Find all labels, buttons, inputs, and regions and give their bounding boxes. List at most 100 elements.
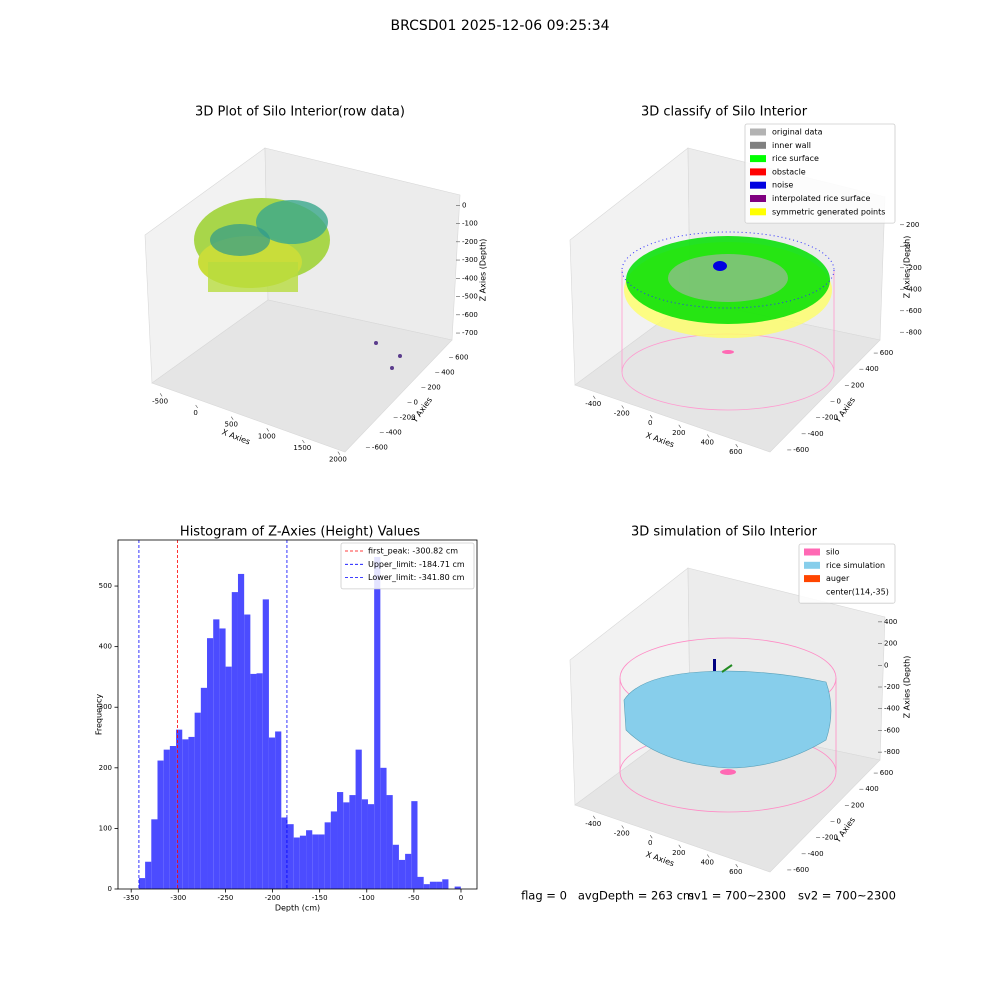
y-tick-label: 600: [880, 349, 893, 357]
x-tick-label: 1500: [293, 444, 311, 452]
x-tick-label: 2000: [329, 456, 347, 464]
x-tick-label: 600: [729, 448, 742, 456]
y-tick-label: -200: [822, 414, 838, 422]
legend-label: Upper_limit: -184.71 cm: [368, 560, 465, 569]
y-tick-label: 200: [851, 801, 864, 809]
z-tick-label: -700: [462, 329, 478, 337]
x-axis-label: Depth (cm): [275, 904, 320, 913]
histogram-bar: [318, 834, 325, 889]
x-tick: [266, 428, 270, 432]
histogram-bar: [244, 614, 251, 889]
histogram-bar: [213, 619, 220, 889]
histogram-bar: [411, 801, 418, 889]
x-tick-label: -300: [170, 894, 186, 902]
histogram-bar: [225, 666, 232, 889]
histogram-bar: [231, 592, 238, 889]
point-cloud-1: [194, 198, 402, 370]
histogram-bar: [306, 830, 313, 889]
x-tick-label: 400: [701, 859, 714, 867]
histogram-bar: [287, 824, 294, 889]
histogram-bar: [163, 749, 170, 889]
legend-label: rice surface: [772, 154, 819, 163]
figure-title: BRCSD01 2025-12-06 09:25:34: [390, 18, 609, 34]
y-tick-label: 0: [837, 818, 841, 826]
x-tick-label: 200: [672, 849, 685, 857]
z-tick-label: -600: [462, 311, 478, 319]
x-axis-label: X Axies: [645, 850, 676, 869]
histogram-bar: [138, 878, 146, 889]
panel-title: 3D classify of Silo Interior: [641, 105, 808, 120]
histogram-bar: [182, 739, 189, 889]
histogram-bar: [188, 736, 195, 889]
x-tick-label: 600: [729, 868, 742, 876]
histogram-bar: [281, 817, 288, 889]
z-tick-label: 200: [884, 640, 897, 648]
y-tick-label: 100: [99, 824, 112, 832]
histogram-bar: [145, 861, 152, 889]
legend-patch: [750, 128, 766, 136]
x-tick-label: -400: [585, 400, 601, 408]
y-tick-label: 200: [99, 764, 112, 772]
histogram-bar: [312, 834, 319, 889]
z-tick-label: -800: [884, 748, 900, 756]
x-tick-label: 400: [701, 439, 714, 447]
status-text: sv1 = 700~2300: [688, 889, 786, 903]
legend-patch: [804, 561, 820, 569]
z-tick-label: 0: [906, 242, 910, 250]
legend-patch: [804, 575, 820, 583]
histogram-bar: [324, 822, 331, 889]
histogram-bar: [219, 628, 226, 889]
histogram-bar: [405, 853, 412, 889]
x-tick-label: -50: [408, 894, 419, 902]
legend-patch: [750, 195, 766, 202]
x-axis-label: X Axies: [221, 428, 252, 447]
x-tick: [707, 434, 710, 438]
y-tick-label: 0: [837, 398, 841, 406]
x-tick: [621, 825, 624, 829]
legend-box: [798, 543, 896, 604]
z-tick-label: -400: [884, 705, 900, 713]
histogram-bar: [330, 811, 338, 889]
histogram-bar: [423, 884, 430, 889]
histogram-bar: [169, 746, 177, 889]
y-tick-label: -600: [793, 446, 809, 454]
x-tick-label: 0: [648, 839, 652, 847]
histogram-bar: [429, 881, 437, 889]
x-tick: [735, 444, 738, 448]
x-tick-label: -500: [152, 397, 168, 405]
z-tick-label: -200: [462, 238, 478, 246]
simulated-silo: [619, 637, 837, 813]
y-tick-label: -600: [372, 444, 388, 452]
x-tick-label: -200: [614, 830, 630, 838]
z-axis-label: Z Axies (Depth): [903, 236, 912, 299]
z-axis-label: Z Axies (Depth): [479, 239, 488, 302]
histogram-bar: [374, 556, 381, 889]
legend-label: symmetric generated points: [772, 207, 885, 216]
legend-label: auger: [826, 574, 850, 583]
x-tick-label: 0: [648, 419, 652, 427]
x-tick: [230, 416, 234, 420]
x-tick: [159, 393, 163, 397]
panel-title: Histogram of Z-Axies (Height) Values: [180, 525, 420, 540]
z-tick-label: -400: [462, 274, 478, 282]
legend-patch: [750, 181, 766, 189]
histogram-bar: [337, 792, 344, 889]
panel-title: 3D Plot of Silo Interior(row data): [195, 105, 405, 120]
histogram-bar: [349, 795, 356, 889]
y-tick-label: -400: [808, 850, 824, 858]
x-tick: [593, 395, 596, 399]
histogram-bar: [367, 804, 375, 889]
histogram-bar: [151, 819, 158, 889]
status-text: sv2 = 700~2300: [798, 889, 896, 903]
z-axis-label: Z Axies (Depth): [903, 656, 912, 719]
x-tick-label: 0: [459, 894, 463, 902]
x-tick-label: -250: [217, 894, 233, 902]
legend-label: noise: [772, 181, 793, 190]
histogram-bar: [442, 879, 449, 889]
x-tick-label: -150: [312, 894, 328, 902]
y-tick-label: 0: [108, 885, 112, 893]
histogram-bar: [262, 599, 269, 889]
z-tick-label: -300: [462, 256, 478, 264]
panel-title: 3D simulation of Silo Interior: [631, 525, 818, 540]
